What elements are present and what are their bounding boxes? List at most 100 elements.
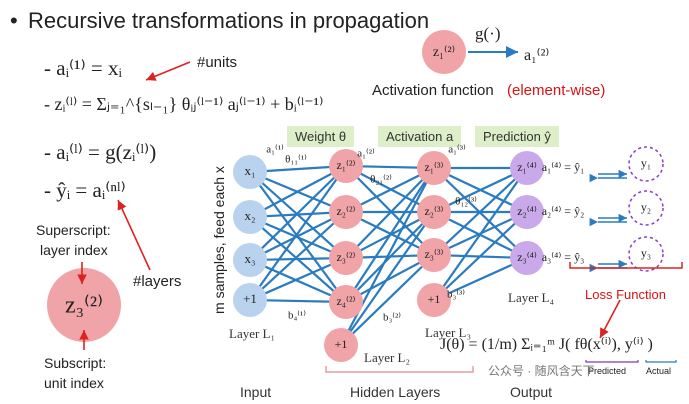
edge-l3-l4: [433, 167, 528, 213]
edge-l2-l3: [340, 167, 435, 346]
hidden2-node-label: z₁⁽²⁾: [336, 158, 355, 172]
activation-example-node-label: z₁⁽²⁾: [433, 45, 455, 60]
actual-label: Actual: [646, 366, 672, 376]
hidden2-node: [329, 149, 363, 183]
title-bullet: •: [10, 8, 18, 33]
edge-l2-l3: [345, 167, 435, 259]
superscript-note-line2: layer index: [40, 242, 108, 258]
layer-l1-label: Layer L₁: [229, 326, 276, 341]
edge-l2-l3: [340, 254, 435, 346]
output-node: [510, 241, 544, 275]
units-note: #units: [197, 54, 238, 71]
edge-l1-l2: [249, 215, 347, 260]
header-weight: Weight θ: [287, 126, 355, 147]
output-node-label: z₂⁽⁴⁾: [517, 204, 537, 218]
watermark: 公众号 · 随风含天下: [488, 364, 595, 378]
output-equation: a₃⁽⁴⁾ = ŷ₃: [542, 250, 585, 264]
edge-l1-l2: [249, 165, 347, 301]
edge-l3-l4: [433, 167, 528, 301]
edge-l2-l3: [345, 165, 435, 256]
equation-input: - aᵢ⁽¹⁾ = xᵢ: [44, 56, 122, 80]
slide-title: Recursive transformations in propagation: [28, 8, 430, 33]
activation-output-label: a₁⁽²⁾: [524, 47, 550, 64]
target-label: y₂: [641, 200, 651, 214]
header-activation: Activation a: [378, 126, 462, 147]
hidden2-node: [329, 241, 363, 275]
hidden2-node: [329, 195, 363, 229]
edge-label: θ₂₁⁽²⁾: [370, 174, 392, 186]
target-label: y₃: [641, 246, 651, 260]
layer-l3-label: Layer L₃: [425, 325, 472, 340]
edge-l1-l2: [249, 165, 347, 261]
target-label: y₁: [641, 156, 651, 170]
superscript-note-line1: Superscript:: [36, 222, 111, 238]
loss-arrow: [599, 299, 621, 339]
predicted-underline: [585, 360, 639, 363]
actual-underline: [645, 360, 677, 363]
edge-label: b₃⁽³⁾: [447, 289, 465, 301]
input-node-label: x₃: [244, 251, 255, 266]
edge-l1-l2: [249, 165, 347, 218]
edge-label: θ₁₂⁽³⁾: [455, 196, 477, 208]
big-example-node: [47, 268, 121, 342]
activation-function-label: Activation function: [372, 82, 494, 99]
units-arrow: [145, 61, 191, 81]
hidden2-node: [324, 328, 358, 362]
edge-label: a₁⁽³⁾: [448, 144, 466, 156]
output-equation: a₂⁽⁴⁾ = ŷ₂: [542, 204, 585, 218]
target-node: [628, 190, 664, 226]
edge-l3-l4: [433, 211, 528, 301]
edge-l1-l2: [249, 211, 347, 261]
hidden3-node: [417, 238, 451, 272]
output-node: [510, 195, 544, 229]
layers-note: #layers: [133, 273, 182, 290]
header-prediction: Prediction ŷ: [475, 126, 559, 147]
hidden3-node-label: z₁⁽³⁾: [424, 160, 443, 174]
target-node: [628, 146, 664, 182]
output-equation: a₁⁽⁴⁾ = ŷ₁: [542, 160, 585, 174]
input-node: [233, 200, 267, 234]
edge-l2-l3: [340, 211, 435, 346]
targets-bracket: [569, 262, 683, 269]
subscript-note-line2: unit index: [44, 375, 104, 391]
edge-l1-l2: [249, 211, 347, 301]
edge-l2-l3: [345, 167, 435, 303]
input-label: Input: [240, 384, 272, 400]
edge-l3-l4: [433, 256, 528, 302]
hidden2-node-label: z₃⁽²⁾: [336, 250, 355, 264]
layer-l2-label: Layer L₂: [364, 350, 411, 365]
edge-l1-l2: [249, 256, 347, 302]
edge-label: a₁⁽²⁾: [357, 148, 375, 160]
hidden3-node-label: +1: [428, 292, 441, 306]
element-wise-label: (element-wise): [507, 82, 606, 99]
edge-l3-l4: [433, 167, 528, 256]
layer-l4-label: Layer L₄: [508, 290, 555, 305]
subscript-note-line1: Subscript:: [44, 355, 107, 371]
edge-label: b₃⁽²⁾: [383, 312, 401, 324]
input-node-label: x₁: [244, 163, 255, 178]
hidden3-node-label: z₃⁽³⁾: [424, 247, 443, 261]
predicted-label: Predicted: [588, 366, 627, 376]
hidden2-node: [329, 285, 363, 319]
edge-l1-l2: [249, 258, 347, 304]
hidden2-node-label: +1: [335, 337, 348, 351]
hidden2-node-label: z₄⁽²⁾: [336, 294, 355, 308]
input-node: [233, 243, 267, 277]
hidden3-node-label: z₂⁽³⁾: [424, 204, 443, 218]
hidden-layers-label: Hidden Layers: [350, 384, 441, 400]
edge-label: b₄⁽¹⁾: [288, 310, 306, 322]
equation-preactivation: - zᵢ⁽ˡ⁾ = Σⱼ₌₁^{sₗ₋₁} θᵢⱼ⁽ˡ⁻¹⁾ aⱼ⁽ˡ⁻¹⁾ +…: [44, 94, 324, 114]
hidden-bracket: [325, 366, 474, 373]
layers-arrow: [117, 199, 151, 271]
loss-formula: J(θ) = (1/m) Σᵢ₌₁ᵐ J( fθ(x⁽ⁱ⁾), y⁽ⁱ⁾ ): [440, 336, 653, 353]
target-node: [628, 236, 664, 272]
edge-l2-l3: [345, 211, 435, 303]
input-node-label: +1: [243, 291, 257, 306]
hidden3-node: [417, 283, 451, 317]
edge-label: θ₁₁⁽¹⁾: [285, 154, 307, 166]
output-node: [510, 151, 544, 185]
edge-label: a₁⁽¹⁾: [266, 144, 284, 156]
big-example-node-label: z₃⁽²⁾: [65, 293, 103, 319]
equation-activation: - aᵢ⁽ˡ⁾ = g(zᵢ⁽ˡ⁾): [44, 140, 157, 164]
